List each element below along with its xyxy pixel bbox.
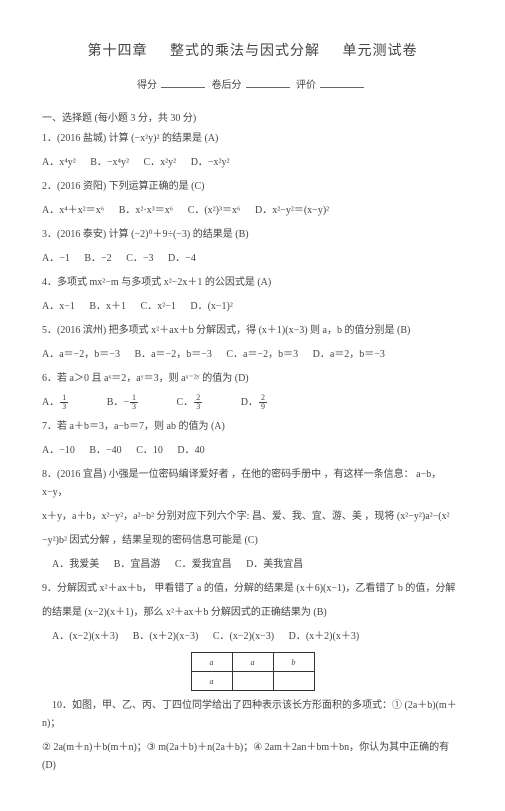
q6-opt-d: D．29 [241, 397, 291, 408]
q10-line2: ② 2a(m＋n)＋b(m＋n)；③ m(2a＋b)＋n(2a＋b)；④ 2am… [42, 739, 463, 775]
q1-opt-a: A．x⁴y² [42, 157, 76, 168]
fig-cell-6 [273, 672, 314, 691]
q4-options: A．x−1 B．x＋1 C．x²−1 D．(x−1)² [42, 298, 463, 316]
blank-1 [161, 77, 205, 88]
blank-2 [246, 77, 290, 88]
q7-opt-d: D．40 [177, 445, 204, 456]
q2-opt-c: C．(x²)³＝x⁶ [188, 205, 241, 216]
title-chapter: 第十四章 [88, 44, 148, 59]
q8-opt-a: A．我爱美 [52, 559, 99, 570]
q2-stem: 2．(2016 资阳) 下列运算正确的是 (C) [42, 178, 463, 196]
q8-line3: −y²)b² 因式分解 ，结果呈现的密码信息可能是 (C) [42, 532, 463, 550]
q6-opt-c: C．23 [177, 397, 227, 408]
q1-opt-b: B．−x⁴y² [90, 157, 129, 168]
q9-opt-b: B．(x＋2)(x−3) [133, 631, 199, 642]
fig-cell-4: a [191, 672, 232, 691]
q8-line1: 8．(2016 宜昌) 小强是一位密码编译爱好者 ，在他的密码手册中 ，有这样一… [42, 466, 463, 502]
q7-stem: 7．若 a＋b＝3，a−b＝7，则 ab 的值为 (A) [42, 418, 463, 436]
q1-options: A．x⁴y² B．−x⁴y² C．x²y² D．−x²y² [42, 154, 463, 172]
score-label-2: 卷后分 [212, 80, 242, 91]
q3-options: A．−1 B．−2 C．−3 D．−4 [42, 250, 463, 268]
q4-opt-a: A．x−1 [42, 301, 75, 312]
q6-opt-a: A．13 [42, 397, 92, 408]
title-topic: 整式的乘法与因式分解 [170, 44, 320, 59]
q6-options: A．13 B．−13 C．23 D．29 [42, 394, 463, 412]
score-label-1: 得分 [137, 80, 157, 91]
q10-figure: a a b a [191, 652, 315, 691]
blank-3 [320, 77, 364, 88]
q9-opt-d: D．(x＋2)(x＋3) [289, 631, 360, 642]
q5-stem: 5．(2016 滨州) 把多项式 x²＋ax＋b 分解因式，得 (x＋1)(x−… [42, 322, 463, 340]
q7-options: A．−10 B．−40 C．10 D．40 [42, 442, 463, 460]
fig-cell-1: a [191, 653, 232, 672]
page-title: 第十四章 整式的乘法与因式分解 单元测试卷 [42, 40, 463, 60]
q4-opt-d: D．(x−1)² [190, 301, 233, 312]
q3-opt-a: A．−1 [42, 253, 70, 264]
q5-opt-c: C．a＝−2，b＝3 [226, 349, 298, 360]
q9-opt-a: A．(x−2)(x＋3) [52, 631, 118, 642]
q3-opt-c: C．−3 [126, 253, 153, 264]
q7-opt-c: C．10 [136, 445, 163, 456]
q2-opt-b: B．x²·x³＝x⁶ [119, 205, 173, 216]
q9-line1: 9．分解因式 x²＋ax＋b， 甲看错了 a 的值，分解的结果是 (x＋6)(x… [42, 580, 463, 598]
q3-stem: 3．(2016 泰安) 计算 (−2)⁰＋9÷(−3) 的结果是 (B) [42, 226, 463, 244]
section-1-heading: 一、选择题 (每小题 3 分，共 30 分) [42, 109, 463, 124]
q2-options: A．x⁴＋x²＝x⁶ B．x²·x³＝x⁶ C．(x²)³＝x⁶ D．x²−y²… [42, 202, 463, 220]
q9-options: A．(x−2)(x＋3) B．(x＋2)(x−3) C．(x−2)(x−3) D… [42, 628, 463, 646]
q1-opt-d: D．−x²y² [191, 157, 230, 168]
q3-opt-b: B．−2 [84, 253, 111, 264]
fig-cell-5 [232, 672, 273, 691]
q2-opt-d: D．x²−y²＝(x−y)² [255, 205, 329, 216]
fig-cell-3: b [273, 653, 314, 672]
q8-opt-c: C．爱我宜昌 [175, 559, 232, 570]
q8-opt-d: D．美我宜昌 [246, 559, 303, 570]
title-sub: 单元测试卷 [343, 44, 418, 59]
q9-opt-c: C．(x−2)(x−3) [213, 631, 274, 642]
q1-opt-c: C．x²y² [144, 157, 177, 168]
q3-opt-d: D．−4 [168, 253, 196, 264]
q2-opt-a: A．x⁴＋x²＝x⁶ [42, 205, 104, 216]
q4-opt-b: B．x＋1 [89, 301, 126, 312]
q8-line2: x＋y，a＋b，x²−y²，a²−b² 分别对应下列六个字: 昌、爱、我、宜、游… [42, 508, 463, 526]
score-label-3: 评价 [296, 80, 316, 91]
fig-cell-2: a [232, 653, 273, 672]
q5-opt-d: D．a＝2，b＝−3 [313, 349, 385, 360]
q4-opt-c: C．x²−1 [141, 301, 176, 312]
score-line: 得分 卷后分 评价 [42, 76, 463, 91]
q1-stem: 1．(2016 盐城) 计算 (−x²y)² 的结果是 (A) [42, 130, 463, 148]
q5-options: A．a＝−2，b＝−3 B．a＝−2，b＝−3 C．a＝−2，b＝3 D．a＝2… [42, 346, 463, 364]
q8-opt-b: B．宜昌游 [114, 559, 161, 570]
q8-options: A．我爱美 B．宜昌游 C．爱我宜昌 D．美我宜昌 [42, 556, 463, 574]
q7-opt-b: B．−40 [89, 445, 121, 456]
q4-stem: 4．多项式 mx²−m 与多项式 x²−2x＋1 的公因式是 (A) [42, 274, 463, 292]
q6-stem: 6．若 a＞0 且 aˣ＝2，aʸ＝3，则 aˣ⁻²ʸ 的值为 (D) [42, 370, 463, 388]
q5-opt-a: A．a＝−2，b＝−3 [42, 349, 120, 360]
q10-line1: 10．如图，甲、乙、丙、丁四位同学给出了四种表示该长方形面积的多项式：① (2a… [42, 697, 463, 733]
q7-opt-a: A．−10 [42, 445, 75, 456]
q5-opt-b: B．a＝−2，b＝−3 [134, 349, 211, 360]
q9-line2: 的结果是 (x−2)(x＋1)，那么 x²＋ax＋b 分解因式的正确结果为 (B… [42, 604, 463, 622]
q6-opt-b: B．−13 [107, 397, 162, 408]
